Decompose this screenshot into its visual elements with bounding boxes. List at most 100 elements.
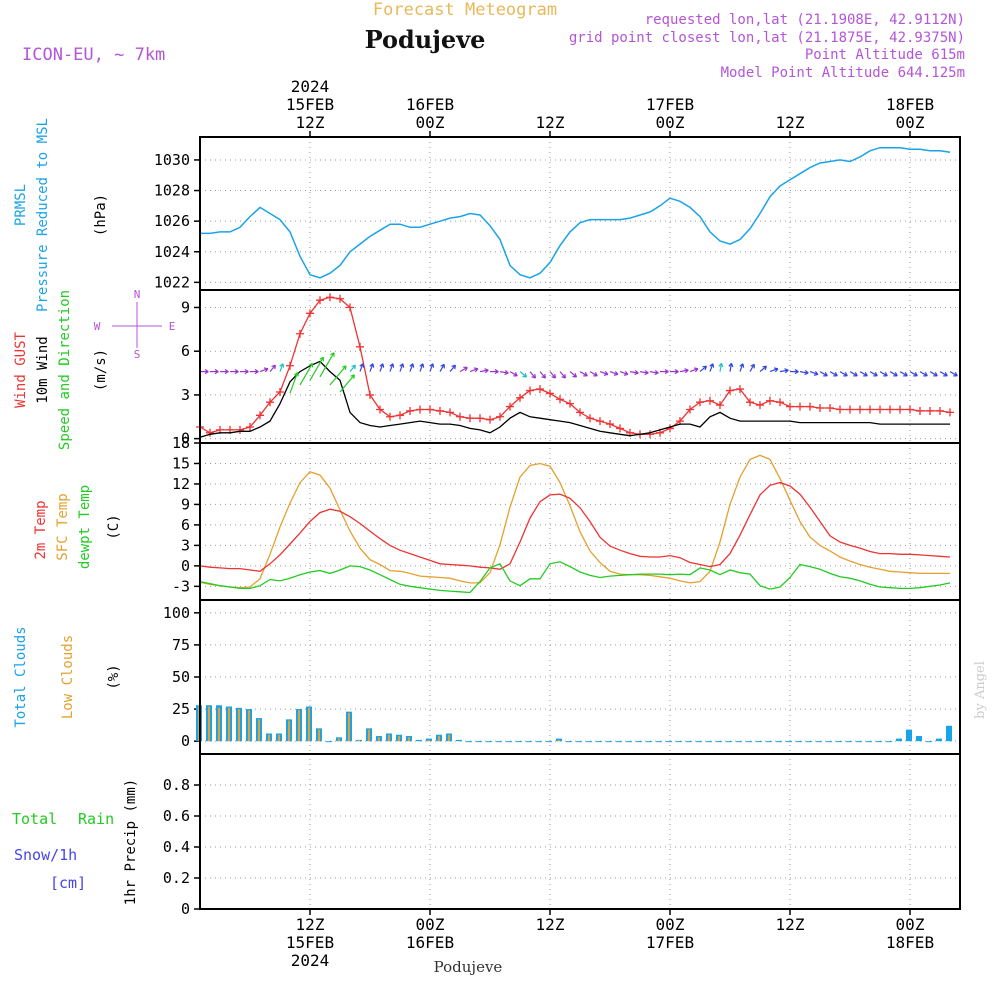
wind-arrow-head	[551, 373, 556, 379]
wind-arrow-head	[244, 369, 249, 375]
gust-marker	[206, 428, 214, 437]
wind-arrow-head	[893, 372, 898, 377]
wind-arrow	[839, 371, 848, 377]
top-time-label: 15FEB	[286, 95, 334, 114]
precip-axis-labels: Total Rain Snow/1h [cm] 1hr Precip (mm)	[12, 779, 139, 905]
top-time-label: 12Z	[776, 113, 805, 132]
y-tick-label: 6	[181, 342, 190, 360]
gust-marker	[316, 296, 324, 305]
wind-arrow	[869, 371, 878, 377]
top-time-label: 17FEB	[646, 95, 694, 114]
wind-arrow	[699, 365, 707, 373]
gust-marker	[686, 405, 694, 414]
wind-arrow-head	[603, 370, 609, 376]
wind-arrow	[479, 369, 489, 373]
wind-arrow-head	[271, 364, 276, 370]
top-time-label: 00Z	[896, 113, 925, 132]
wind-arrow	[709, 363, 714, 372]
wind-arrow-head	[903, 372, 908, 377]
y-tick-label: 1030	[154, 151, 190, 169]
total-cloud-bar	[756, 741, 762, 743]
total-cloud-bar	[726, 741, 732, 743]
wind-arrow	[359, 363, 364, 372]
y-tick-label: 0	[181, 732, 190, 750]
gust-marker	[486, 415, 494, 424]
low-cloud-bar	[278, 734, 280, 742]
wind-arrow-head	[419, 363, 425, 368]
wind-axis-labels: Wind GUST 10m Wind Speed and Direction (…	[13, 288, 175, 450]
gust-marker	[936, 406, 944, 415]
wind-arrow-head	[674, 369, 679, 375]
gust-marker	[606, 420, 614, 429]
y-tick-label: 0.6	[163, 807, 190, 825]
total-cloud-bar	[626, 741, 632, 743]
wind-arrow-head	[644, 369, 649, 376]
wind-compass-rose: N W E S	[94, 288, 176, 361]
y-tick-label: -3	[172, 577, 190, 595]
wind-arrow	[339, 374, 355, 393]
gust-marker	[776, 398, 784, 407]
wind-arrow-head	[308, 362, 314, 368]
total-cloud-bar	[826, 741, 832, 743]
gust-marker	[336, 294, 344, 303]
compass-e: E	[169, 320, 176, 333]
wind-arrow-head	[883, 372, 888, 377]
gust-marker	[846, 405, 854, 414]
gust-marker	[696, 398, 704, 407]
y-tick-label: 15	[172, 454, 190, 472]
wind-arrow-head	[943, 372, 948, 377]
gust-marker	[406, 406, 414, 415]
compass-w: W	[94, 320, 101, 333]
wind-arrow-head	[823, 372, 828, 377]
wind-arrow	[929, 371, 938, 377]
wind-arrow-head	[923, 372, 928, 377]
wind-arrow-head	[750, 363, 755, 369]
pressure-axis-labels: PRMSL Pressure Reduced to MSL (hPa)	[13, 118, 109, 312]
wind-arrow	[369, 363, 374, 372]
wind-arrow-head	[684, 368, 689, 374]
wind-arrow	[509, 371, 518, 377]
wind-arrow-head	[718, 362, 724, 368]
total-cloud-bar	[656, 741, 662, 743]
wind-arrow	[729, 363, 733, 372]
temp-2m-label: 2m Temp	[33, 500, 49, 559]
wind-arrow-head	[572, 373, 578, 378]
gust-marker	[356, 342, 364, 351]
y-tick-label: 1028	[154, 182, 190, 200]
wind-arrow-head	[913, 372, 918, 377]
y-tick-label: 3	[181, 536, 190, 554]
total-cloud-bar	[816, 741, 822, 743]
total-cloud-bar	[936, 738, 942, 742]
low-clouds-label: Low Clouds	[60, 635, 76, 719]
wind-arrow	[319, 352, 335, 378]
total-cloud-bar	[856, 741, 862, 743]
low-cloud-bar	[558, 739, 560, 742]
wind-arrow-head	[342, 365, 347, 370]
wind-arrow	[809, 371, 819, 376]
gust-marker	[766, 396, 774, 405]
wind-arrow-head	[473, 367, 479, 373]
wind-arrow	[279, 363, 284, 372]
footer-location: Podujeve	[434, 958, 503, 976]
wind-arrow	[299, 363, 313, 386]
wind-arrow-head	[440, 363, 445, 369]
low-cloud-bar	[408, 737, 410, 742]
wind-arrow-head	[693, 367, 699, 373]
pressure-label-msl: Pressure Reduced to MSL	[35, 118, 51, 312]
wind-speed-line	[199, 360, 950, 438]
bottom-time-label: 00Z	[656, 915, 685, 934]
wind-arrow	[779, 369, 789, 373]
gust-marker	[456, 412, 464, 421]
gust-marker	[446, 408, 454, 417]
total-cloud-bar	[496, 741, 502, 743]
y-tick-label: 75	[172, 636, 190, 654]
wind-arrow	[749, 364, 755, 372]
top-time-label: 00Z	[416, 113, 445, 132]
wind-arrow	[899, 371, 908, 377]
wind-arrow	[799, 371, 809, 374]
y-tick-label: 3	[181, 386, 190, 404]
wind-arrow-head	[613, 370, 619, 376]
y-tick-label: 1022	[154, 273, 190, 291]
wind-arrow	[889, 371, 898, 377]
bottom-time-label: 2024	[291, 951, 330, 970]
